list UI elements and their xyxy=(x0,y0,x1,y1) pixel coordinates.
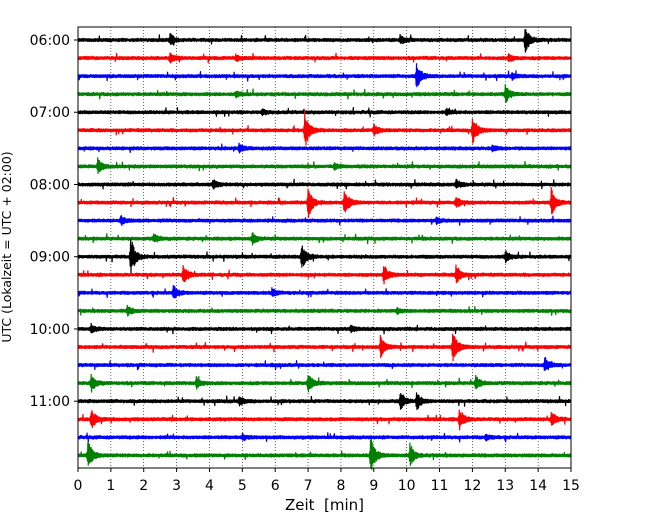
y-tick-label: 08:00 xyxy=(30,177,70,193)
seismic-trace xyxy=(77,409,572,431)
x-axis-label: Zeit [min] xyxy=(285,496,364,514)
x-tick-label: 1 xyxy=(106,478,115,494)
x-tick-label: 12 xyxy=(463,478,481,494)
x-tick-label: 3 xyxy=(172,478,181,494)
x-tick-label: 15 xyxy=(562,478,580,494)
x-tick-label: 11 xyxy=(431,478,449,494)
seismic-trace xyxy=(77,157,572,175)
x-tick-label: 8 xyxy=(336,478,345,494)
seismic-trace xyxy=(77,264,572,285)
x-tick-label: 4 xyxy=(205,478,214,494)
x-tick-label: 9 xyxy=(369,478,378,494)
seismic-trace xyxy=(77,438,572,471)
y-tick-label: 10:00 xyxy=(30,322,70,338)
seismic-trace xyxy=(77,432,572,443)
seismic-trace xyxy=(77,52,572,64)
seismic-trace xyxy=(77,215,572,227)
y-tick-label: 09:00 xyxy=(30,250,70,266)
y-axis: 06:00 07:00 08:00 09:00 10:00 11:00 xyxy=(30,33,78,410)
y-tick-label: 06:00 xyxy=(30,33,70,49)
seismic-trace xyxy=(77,178,572,190)
y-axis-label: UTC (Lokalzeit = UTC + 02:00) xyxy=(0,151,14,342)
seismic-trace xyxy=(77,232,572,246)
seismic-trace xyxy=(77,83,572,103)
seismic-trace xyxy=(77,285,572,299)
y-tick-label: 07:00 xyxy=(30,105,70,121)
x-tick-label: 14 xyxy=(529,478,547,494)
trace-group xyxy=(77,29,572,471)
seismic-trace xyxy=(77,63,572,88)
plot-frame xyxy=(77,26,572,469)
x-tick-label: 2 xyxy=(139,478,148,494)
x-axis: 0 1 2 3 4 5 6 7 8 9 10 11 12 13 14 15 xyxy=(74,468,580,494)
seismic-trace xyxy=(77,142,572,154)
seismic-trace xyxy=(77,333,572,362)
x-tick-label: 5 xyxy=(238,478,247,494)
seismic-trace xyxy=(77,110,572,146)
y-tick-label: 11:00 xyxy=(30,394,70,410)
seismic-trace xyxy=(77,238,572,274)
x-tick-label: 7 xyxy=(304,478,313,494)
seismic-trace xyxy=(77,106,572,118)
seismic-trace xyxy=(77,356,572,371)
x-tick-label: 13 xyxy=(496,478,514,494)
seismic-trace xyxy=(77,322,572,335)
seismic-trace xyxy=(77,29,572,53)
x-tick-label: 6 xyxy=(271,478,280,494)
seismic-trace xyxy=(77,187,572,219)
seismic-trace xyxy=(77,304,572,317)
x-tick-label: 10 xyxy=(398,478,416,494)
seismic-trace xyxy=(77,373,572,393)
seismic-trace xyxy=(77,392,572,411)
x-tick-label: 0 xyxy=(74,478,83,494)
